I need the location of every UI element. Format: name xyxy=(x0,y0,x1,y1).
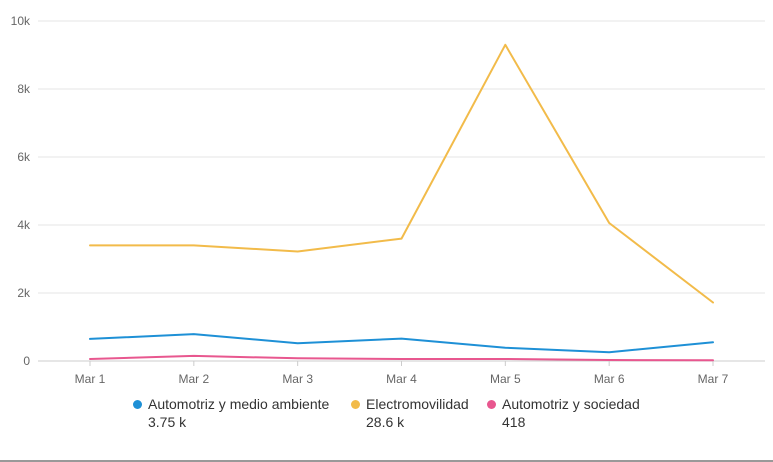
y-axis-ticks: 0 2k 4k 6k 8k 10k xyxy=(11,14,31,368)
x-tick-label: Mar 6 xyxy=(594,372,625,386)
y-tick-label: 0 xyxy=(23,354,30,368)
legend-series-name: Automotriz y sociedad xyxy=(502,396,640,412)
legend-series-total: 28.6 k xyxy=(366,414,405,430)
y-tick-label: 2k xyxy=(17,286,31,300)
series-lines xyxy=(89,43,714,362)
series-line-automotriz-y-medio-ambiente xyxy=(89,333,714,354)
legend: Automotriz y medio ambiente 3.75 k Electro… xyxy=(133,396,658,431)
legend-series-name: Electromovilidad xyxy=(366,396,469,412)
x-tick-label: Mar 5 xyxy=(490,372,521,386)
y-tick-label: 8k xyxy=(17,82,31,96)
series-line-automotriz-y-sociedad xyxy=(89,354,714,362)
legend-dot-icon xyxy=(351,400,360,409)
y-tick-label: 4k xyxy=(17,218,31,232)
bottom-border xyxy=(0,460,773,462)
grid-lines xyxy=(38,20,765,362)
x-tick-label: Mar 2 xyxy=(178,372,209,386)
x-tick-label: Mar 1 xyxy=(75,372,106,386)
legend-item[interactable]: Electromovilidad 28.6 k xyxy=(351,396,469,431)
legend-series-total: 418 xyxy=(502,414,526,430)
x-axis-ticks: Mar 1 Mar 2 Mar 3 Mar 4 Mar 5 Mar 6 Mar 7 xyxy=(75,361,729,386)
x-tick-label: Mar 7 xyxy=(698,372,729,386)
legend-dot-icon xyxy=(487,400,496,409)
y-tick-label: 10k xyxy=(11,14,31,28)
legend-dot-icon xyxy=(133,400,142,409)
legend-series-total: 3.75 k xyxy=(148,414,187,430)
y-tick-label: 6k xyxy=(17,150,31,164)
legend-item[interactable]: Automotriz y medio ambiente 3.75 k xyxy=(133,396,333,431)
x-tick-label: Mar 3 xyxy=(282,372,313,386)
x-tick-label: Mar 4 xyxy=(386,372,417,386)
legend-item[interactable]: Automotriz y sociedad 418 xyxy=(487,396,640,431)
legend-series-name: Automotriz y medio ambiente xyxy=(148,396,330,412)
series-line-electromovilidad xyxy=(89,43,714,304)
